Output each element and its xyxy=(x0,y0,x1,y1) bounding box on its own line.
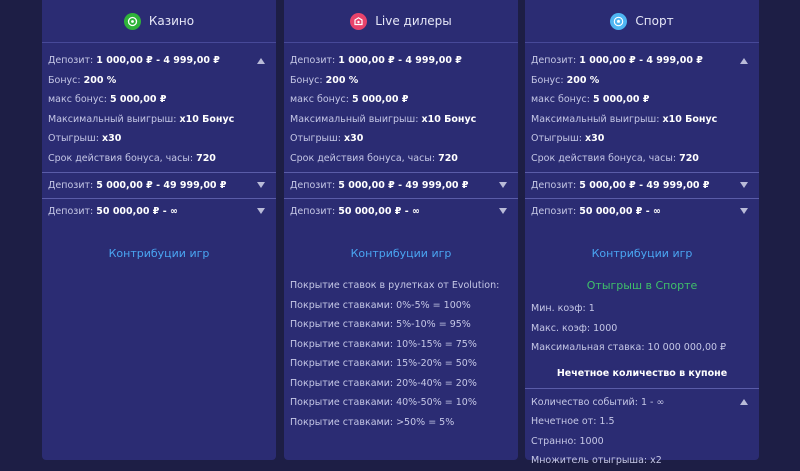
tier-row-max-bonus: макс бонус: 5 000,00 ₽ xyxy=(531,94,650,105)
tier-row-deposit: Депозит: 50 000,00 ₽ - ∞ xyxy=(531,206,661,217)
deposit-tier-1[interactable]: Депозит: 1 000,00 ₽ - 4 999,00 ₽ Бонус: … xyxy=(284,43,518,173)
deposit-tier-3[interactable]: Депозит: 50 000,00 ₽ - ∞ xyxy=(42,199,276,224)
contributions-list: Покрытие ставок в рулетках от Evolution:… xyxy=(284,276,518,432)
list-item: Нечетное от: 1.5 xyxy=(531,416,615,427)
sport-wager-title: Отыгрыш в Спорте xyxy=(586,279,698,292)
expand-icon[interactable] xyxy=(740,208,748,214)
deposit-tier-1[interactable]: Депозит: 1 000,00 ₽ - 4 999,00 ₽ Бонус: … xyxy=(525,43,759,173)
list-item: Множитель отыгрыша: x2 xyxy=(531,455,662,466)
tier-row-deposit: Депозит: 5 000,00 ₽ - 49 999,00 ₽ xyxy=(290,180,469,191)
expand-icon[interactable] xyxy=(257,182,265,188)
card-header: Спорт xyxy=(525,0,759,43)
expand-icon[interactable] xyxy=(740,182,748,188)
list-item: Покрытие ставками: 5%-10% = 95% xyxy=(290,319,471,330)
card-title: Live дилеры xyxy=(375,14,452,28)
tier-row-deposit: Депозит: 5 000,00 ₽ - 49 999,00 ₽ xyxy=(531,180,710,191)
soccer-ball-icon xyxy=(610,12,628,30)
tier-row-deposit: Депозит: 50 000,00 ₽ - ∞ xyxy=(290,206,420,217)
tier-row-deposit: Депозит: 1 000,00 ₽ - 4 999,00 ₽ xyxy=(290,55,462,66)
card-header: Live дилеры xyxy=(284,0,518,43)
list-item: Странно: 1000 xyxy=(531,435,604,447)
contributions-link[interactable]: Контрибуции игр xyxy=(350,247,452,260)
tier-row-wager: Отыгрыш: x30 xyxy=(531,133,605,144)
list-item: Макс. коэф: 1000 xyxy=(531,322,618,334)
expand-icon[interactable] xyxy=(257,208,265,214)
list-item: Покрытие ставками: 20%-40% = 20% xyxy=(290,377,477,389)
sport-wager-info: Мин. коэф: 1 Макс. коэф: 1000 Максимальн… xyxy=(525,299,759,358)
collapse-icon[interactable] xyxy=(740,398,748,405)
collapse-icon[interactable] xyxy=(257,58,265,64)
list-item: Максимальная ставка: 10 000 000,00 ₽ xyxy=(531,342,727,353)
sport-card: Спорт Депозит: 1 000,00 ₽ - 4 999,00 ₽ Б… xyxy=(525,0,759,466)
tier-row-bonus: Бонус: 200 % xyxy=(48,74,117,86)
deposit-tier-2[interactable]: Депозит: 5 000,00 ₽ - 49 999,00 ₽ xyxy=(284,173,518,199)
tier-row-max-win: Максимальный выигрыш: x10 Бонус xyxy=(290,113,477,125)
tier-row-max-bonus: макс бонус: 5 000,00 ₽ xyxy=(290,94,409,105)
card-title: Спорт xyxy=(635,14,674,28)
tier-row-bonus: Бонус: 200 % xyxy=(290,74,359,86)
tier-row-max-win: Максимальный выигрыш: x10 Бонус xyxy=(531,113,718,125)
tier-row-wager: Отыгрыш: x30 xyxy=(290,133,364,144)
list-item: Покрытие ставок в рулетках от Evolution: xyxy=(290,280,500,291)
odd-coupon-section[interactable]: Количество событий: 1 - ∞ Нечетное от: 1… xyxy=(525,389,759,471)
expand-icon[interactable] xyxy=(499,182,507,188)
tier-row-bonus: Бонус: 200 % xyxy=(531,74,600,86)
tier-row-deposit: Депозит: 50 000,00 ₽ - ∞ xyxy=(48,206,178,217)
list-item: Количество событий: 1 - ∞ xyxy=(531,396,665,408)
card-title: Казино xyxy=(148,14,195,28)
expand-icon[interactable] xyxy=(499,208,507,214)
tier-row-wager: Отыгрыш: x30 xyxy=(48,133,122,144)
tier-row-max-win: Максимальный выигрыш: x10 Бонус xyxy=(48,113,235,125)
contributions-link[interactable]: Контрибуции игр xyxy=(108,247,210,260)
contributions-link[interactable]: Контрибуции игр xyxy=(591,247,693,260)
tier-row-deposit: Депозит: 1 000,00 ₽ - 4 999,00 ₽ xyxy=(48,55,220,66)
list-item: Покрытие ставками: 40%-50% = 10% xyxy=(290,397,477,408)
card-header: Казино xyxy=(42,0,276,43)
list-item: Покрытие ставками: 15%-20% = 50% xyxy=(290,358,477,369)
deposit-tier-3[interactable]: Депозит: 50 000,00 ₽ - ∞ xyxy=(284,199,518,224)
live-dealers-card: Live дилеры Депозит: 1 000,00 ₽ - 4 999,… xyxy=(284,0,518,460)
live-dealer-icon xyxy=(350,12,368,30)
list-item: Покрытие ставками: >50% = 5% xyxy=(290,416,455,428)
casino-chip-icon xyxy=(123,12,141,30)
tier-row-validity: Срок действия бонуса, часы: 720 xyxy=(48,152,216,164)
tier-row-deposit: Депозит: 1 000,00 ₽ - 4 999,00 ₽ xyxy=(531,55,703,66)
deposit-tier-2[interactable]: Депозит: 5 000,00 ₽ - 49 999,00 ₽ xyxy=(525,173,759,199)
tier-row-validity: Срок действия бонуса, часы: 720 xyxy=(290,152,458,164)
tier-row-validity: Срок действия бонуса, часы: 720 xyxy=(531,152,699,164)
deposit-tier-1[interactable]: Депозит: 1 000,00 ₽ - 4 999,00 ₽ Бонус: … xyxy=(42,43,276,173)
tier-row-max-bonus: макс бонус: 5 000,00 ₽ xyxy=(48,94,167,105)
tier-row-deposit: Депозит: 5 000,00 ₽ - 49 999,00 ₽ xyxy=(48,180,227,191)
odd-coupon-title: Нечетное количество в купоне xyxy=(525,366,759,389)
list-item: Покрытие ставками: 10%-15% = 75% xyxy=(290,338,477,350)
deposit-tier-3[interactable]: Депозит: 50 000,00 ₽ - ∞ xyxy=(525,199,759,224)
casino-card: Казино Депозит: 1 000,00 ₽ - 4 999,00 ₽ … xyxy=(42,0,276,460)
deposit-tier-2[interactable]: Депозит: 5 000,00 ₽ - 49 999,00 ₽ xyxy=(42,173,276,199)
collapse-icon[interactable] xyxy=(740,58,748,64)
list-item: Мин. коэф: 1 xyxy=(531,303,595,314)
list-item: Покрытие ставками: 0%-5% = 100% xyxy=(290,299,471,311)
